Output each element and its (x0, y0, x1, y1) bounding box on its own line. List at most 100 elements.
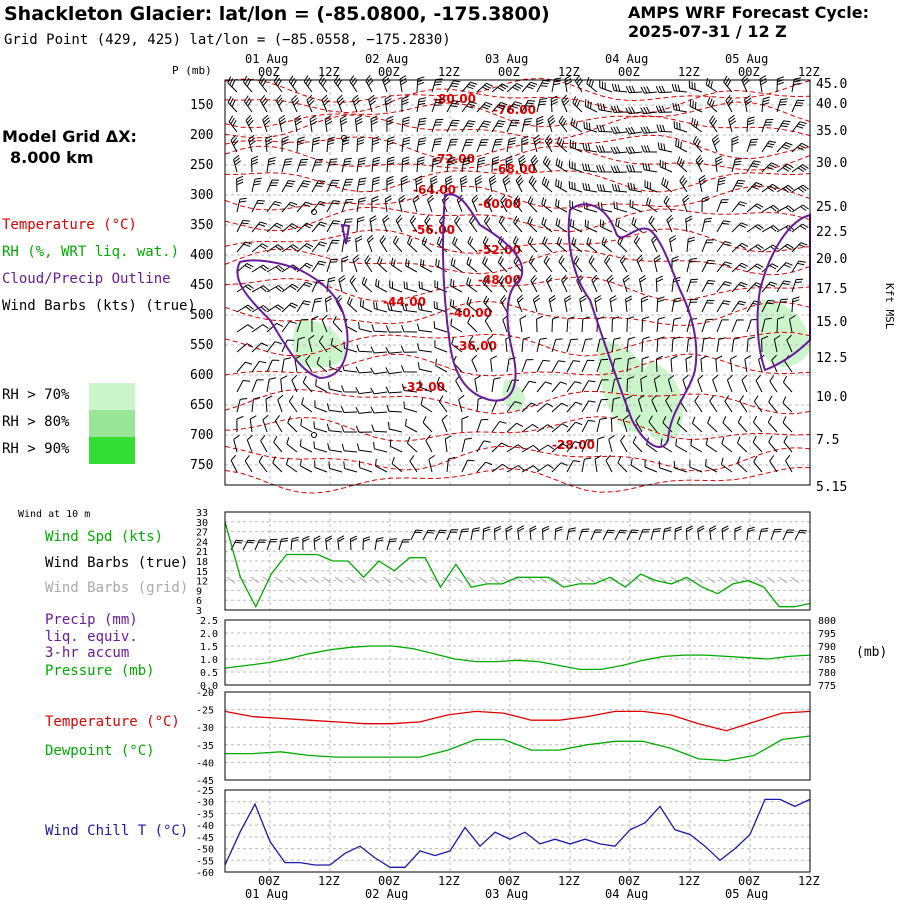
wind-barb (354, 115, 363, 133)
wind-barb (491, 83, 509, 93)
wind-barb-grid (466, 576, 476, 584)
wind-barb (236, 380, 251, 393)
wind-barb (697, 374, 704, 393)
wind-y-tick: 21 (196, 547, 208, 558)
wind-barb (467, 316, 478, 333)
wind-barb (506, 101, 522, 113)
pressure-y-tick: 795 (818, 629, 836, 640)
wind-barb (551, 381, 568, 393)
temperature-contour-label: -80.00 (433, 92, 476, 106)
wind-barb (386, 115, 394, 133)
wind-barb (452, 236, 463, 253)
wind-barb (303, 75, 313, 93)
wind-barb (605, 454, 613, 473)
wind-barb (596, 165, 613, 173)
wind-barb (236, 219, 250, 233)
wind-barb (373, 301, 388, 313)
wind-barb (487, 334, 494, 353)
wind-barb (392, 235, 403, 253)
legend-wind-barbs-grid: Wind Barbs (grid) (45, 580, 189, 596)
wind-barb (281, 283, 299, 293)
wind-barb (721, 525, 729, 541)
wind-barb (761, 183, 779, 193)
wind-barb (626, 316, 635, 333)
wind-barb (698, 174, 707, 193)
wind-barb (274, 414, 283, 433)
wind-barb (746, 182, 763, 193)
legend-rh70: RH > 70% (2, 387, 70, 403)
wind-barb (491, 463, 509, 473)
x-date-label-bottom: 01 Aug (245, 887, 288, 900)
wind-barb (427, 194, 435, 213)
cloud-marker (311, 432, 317, 438)
wind-barb (716, 177, 726, 193)
wind-barb (731, 201, 747, 213)
legend-precip: Precip (mm) (45, 612, 138, 628)
wind-barb (542, 236, 553, 253)
wind-barb (676, 156, 688, 173)
wind-barb (275, 94, 284, 113)
wind-barb (761, 317, 772, 333)
wind-barb (420, 397, 433, 413)
wind-barb (521, 336, 531, 353)
wind-barb (227, 96, 238, 113)
wind-barb (741, 374, 748, 393)
wind-barb (236, 197, 247, 213)
wind-barb (572, 96, 583, 113)
wind-barb (657, 142, 673, 153)
wind-barb (490, 355, 498, 373)
wind-barb (243, 95, 253, 113)
wind-barb (591, 274, 599, 293)
wind-barb (619, 255, 628, 273)
wind-barb (705, 437, 718, 453)
wind-barb (491, 101, 508, 113)
wind-barb (606, 274, 614, 293)
wind-barb (613, 201, 628, 213)
wind-barb (556, 136, 568, 153)
temperature-contour (224, 353, 811, 377)
wind-barb (476, 120, 491, 133)
wind-barb (776, 243, 794, 253)
temperature-contour (224, 88, 811, 114)
wind-barb (721, 437, 733, 453)
wind-barb (326, 403, 343, 413)
wind-barb (521, 359, 534, 373)
y-tick-label: 650 (190, 398, 213, 413)
wind-barb (626, 356, 636, 373)
wind-barb (296, 243, 314, 253)
wind-barb (259, 94, 268, 113)
wind-barb (236, 343, 254, 353)
wind-barb (308, 334, 315, 353)
wind-barb (469, 215, 478, 233)
temperature-contour-label: -36.00 (454, 339, 497, 353)
model-grid-value: 8.000 km (10, 148, 94, 167)
wind-barb (483, 295, 493, 313)
wind-barb (500, 194, 508, 213)
wind-barb (695, 154, 704, 173)
wind-barb (249, 415, 257, 433)
wind-barb (340, 405, 358, 413)
wind-barb-grid (226, 576, 236, 584)
temperature-contour-label: -60.00 (478, 197, 521, 211)
wind-barb (385, 386, 403, 394)
wind-barb (527, 236, 538, 253)
panel-frame (224, 79, 811, 486)
rh-shaded-area (756, 300, 810, 367)
wind-barb (299, 439, 313, 453)
wind-barb (705, 77, 718, 93)
wind-barb (776, 316, 785, 333)
wind-barb (370, 387, 388, 395)
wind-barb (314, 400, 328, 413)
legend-wind-barbs-true: Wind Barbs (true) (45, 555, 189, 571)
forecast-cycle-label: AMPS WRF Forecast Cycle: (628, 3, 870, 22)
wind-barb (450, 257, 463, 273)
wind-barb (321, 314, 328, 333)
wind-barb (230, 454, 238, 473)
wind-barb (506, 119, 520, 133)
wind-barb (536, 464, 554, 473)
wind-barb (555, 218, 568, 233)
wind-barb (715, 355, 723, 373)
wind-barb (521, 118, 533, 133)
wind-barb (644, 459, 658, 473)
y-right-axis-label: Kft MSL (883, 283, 896, 330)
